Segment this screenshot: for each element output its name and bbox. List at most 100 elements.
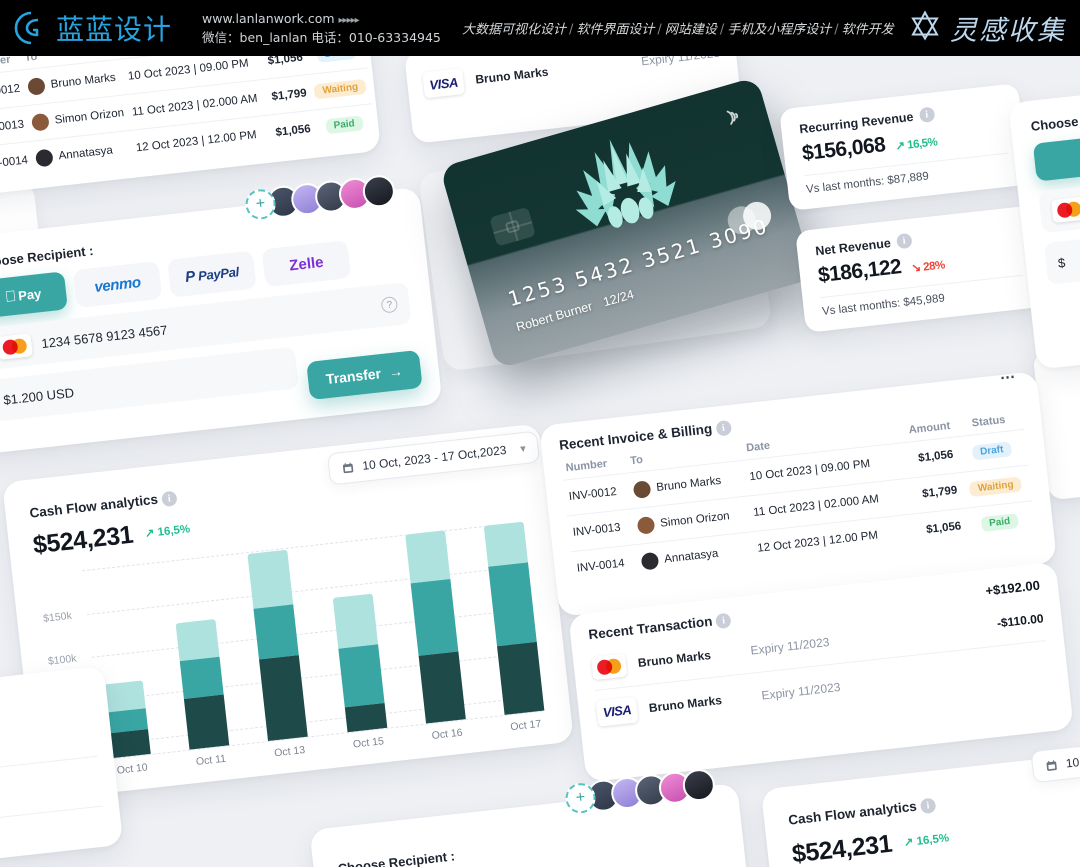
stat-card-recurring-revenue: Recurring Revenue i $156,068 ↗ 16,5% Vs l…: [779, 83, 1029, 211]
bar-group-oct15[interactable]: Oct 15: [326, 539, 387, 751]
cash-flow-total: $524,231: [31, 520, 135, 560]
brand-website: www.lanlanwork.com: [202, 10, 335, 26]
choose-recipient-card-bottom-fragment: + Choose Recipient :: [309, 767, 757, 867]
payment-method-venmo[interactable]: venmo: [72, 260, 163, 309]
cell-amount: $1,799: [259, 74, 313, 116]
x-tick-label: Oct 16: [431, 726, 464, 742]
all-transaction-link-fragment[interactable]: n →: [0, 681, 91, 713]
fragment-amount-2: $110.00: [0, 755, 101, 803]
payment-method-zelle[interactable]: Zelle: [261, 240, 352, 288]
stat-card-net-revenue: Net Revenue i $186,122 ↘ 28% Vs last mont…: [795, 205, 1045, 333]
service-list: 大数据可视化设计 / 软件界面设计 / 网站建设 / 手机及小程序设计 / 软件开发: [462, 22, 894, 38]
visa-icon: VISA: [595, 696, 639, 727]
mastercard-icon: [590, 653, 628, 680]
transaction-card-left-fragment: n → 192.00 $110.00: [0, 665, 124, 867]
x-tick-label: Oct 13: [273, 743, 306, 760]
choose-recipient-label-right: Choose: [1030, 113, 1080, 134]
status-badge: Waiting: [969, 476, 1023, 497]
paypal-icon: P: [184, 267, 197, 286]
more-horizontal-icon[interactable]: ⋯: [999, 368, 1018, 387]
mastercard-icon: [0, 332, 33, 360]
stat-change: ↗ 16,5%: [894, 136, 938, 153]
brand-name: 蓝蓝设计: [56, 13, 173, 46]
cash-flow-header: Cash Flow analytics i $524,231 ↗ 16,5%: [29, 488, 192, 560]
cell-number: INV-0014: [0, 141, 34, 183]
payment-method-apple-pay[interactable]: Pay: [0, 271, 68, 319]
right-brand: 灵感收集: [908, 9, 1066, 48]
choose-recipient-card: + Choose Recipient : Pay venmo P PayPal: [0, 173, 443, 456]
bar-group-oct11[interactable]: Oct 11: [169, 556, 230, 768]
bar-group-oct13[interactable]: Oct 13: [247, 548, 309, 759]
date-range-value: 10 Oct, 2023 - 17 Oct,2023: [361, 443, 508, 473]
amount-value: $1.200 USD: [2, 384, 75, 408]
fragment-amount-1: 192.00: [0, 715, 95, 748]
transaction-amount-top: +$192.00: [984, 577, 1041, 599]
info-icon[interactable]: i: [918, 106, 936, 124]
avatar: [636, 515, 656, 535]
right-brand-name: 灵感收集: [950, 15, 1066, 47]
cell-status: Paid: [963, 500, 1037, 544]
chevron-down-icon[interactable]: ▾: [519, 442, 527, 455]
service-item: 手机及小程序设计: [727, 22, 832, 38]
info-icon[interactable]: i: [895, 232, 913, 250]
info-icon[interactable]: i: [160, 490, 178, 508]
info-icon[interactable]: i: [715, 612, 732, 630]
mastercard-icon: [1051, 195, 1080, 223]
cash-flow-change-bottom: ↗ 16,5%: [903, 832, 950, 850]
transaction-expiry: Expiry 11/2023: [749, 635, 831, 658]
contactless-icon: [726, 110, 739, 125]
transaction-amount: -$110.00: [996, 611, 1045, 631]
x-tick-label: Oct 11: [195, 752, 227, 768]
brand-wechat-phone: 微信：ben_lanlan 电话：010-63334945: [202, 30, 441, 46]
credit-card[interactable]: 1253 5432 3521 3090 Robert Burner12/24: [439, 76, 815, 370]
date-range-picker[interactable]: 10 Oct, 2023 - 17 Oct,2023 ▾: [326, 430, 541, 486]
y-tick-100k: $100k: [47, 652, 78, 668]
x-tick-label: Oct 15: [352, 735, 385, 751]
x-tick-label: Oct 17: [509, 717, 542, 734]
avatar: [640, 551, 660, 571]
avatar: [632, 480, 652, 499]
cell-amount: $1,056: [263, 110, 317, 151]
lingganshouji-logo-icon: [908, 9, 942, 48]
payment-method-paypal[interactable]: P PayPal: [167, 250, 257, 298]
apple-icon: : [4, 287, 17, 305]
status-badge: Waiting: [313, 78, 367, 100]
lanlan-logo-icon: [14, 11, 50, 45]
info-icon[interactable]: i: [715, 419, 732, 437]
stat-change: ↘ 28%: [910, 259, 946, 275]
transaction-name: Bruno Marks: [474, 64, 550, 87]
transaction-name: Bruno Marks: [637, 648, 712, 671]
cash-flow-total-bottom: $524,231: [790, 829, 894, 867]
brand-logo: 蓝蓝设计: [14, 8, 172, 48]
cell-amount: $1,056: [906, 508, 968, 550]
cash-flow-change: ↗ 16,5%: [144, 523, 191, 541]
help-icon[interactable]: ?: [380, 295, 399, 314]
avatar: [27, 77, 46, 96]
bar-group-oct17[interactable]: Oct 17: [483, 521, 545, 733]
card-number-value: 1234 5678 9123 4567: [40, 321, 169, 351]
cell-number: INV-0014: [570, 544, 640, 587]
cell-status: Paid: [312, 103, 376, 146]
date-range-picker-bottom[interactable]: 10: [1030, 744, 1080, 784]
service-item: 软件开发: [841, 22, 894, 38]
chip-icon: [489, 206, 536, 247]
avatar: [30, 112, 50, 132]
service-item: 软件界面设计: [576, 22, 655, 38]
plant-graphic: [531, 110, 715, 260]
bar-series: Oct 10 Oct 11 Oct 13: [90, 521, 545, 777]
payment-method-apple-pay-right[interactable]: [1032, 133, 1080, 182]
watermark-bar: 蓝蓝设计 www.lanlanwork.com ▸▸▸▸▸ 微信：ben_lan…: [0, 0, 1080, 56]
calendar-icon: [1046, 759, 1057, 771]
info-icon[interactable]: i: [919, 797, 937, 815]
status-badge: Draft: [971, 441, 1013, 461]
avatar: [34, 148, 54, 168]
transfer-label: Transfer: [325, 365, 382, 388]
status-badge: Paid: [980, 512, 1019, 532]
date-range-value-bottom: 10: [1065, 755, 1080, 771]
bar-group-oct16[interactable]: Oct 16: [404, 530, 466, 742]
x-tick-label: Oct 10: [116, 761, 149, 777]
brand-contact: www.lanlanwork.com ▸▸▸▸▸ 微信：ben_lanlan 电…: [202, 9, 441, 48]
arrows-icon: ▸▸▸▸▸: [338, 14, 360, 26]
status-badge: Paid: [324, 115, 364, 135]
